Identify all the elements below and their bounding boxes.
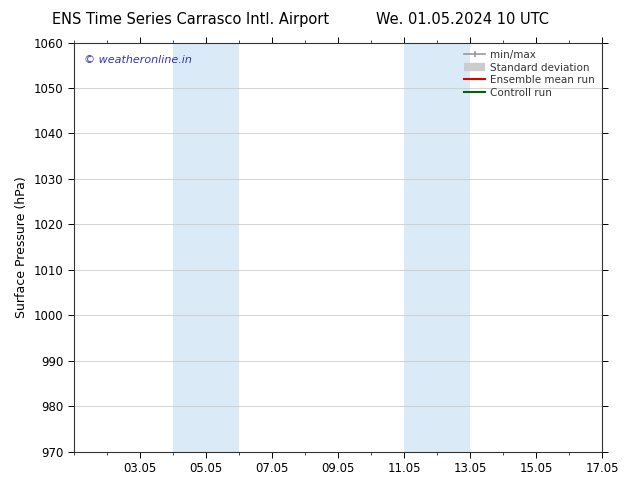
Text: We. 01.05.2024 10 UTC: We. 01.05.2024 10 UTC <box>377 12 549 27</box>
Y-axis label: Surface Pressure (hPa): Surface Pressure (hPa) <box>15 176 28 318</box>
Text: © weatheronline.in: © weatheronline.in <box>84 55 192 65</box>
Bar <box>404 43 470 452</box>
Title: ENS Time Series Carrasco Intl. Airport      We. 01.05.2024 10 UTC: ENS Time Series Carrasco Intl. Airport W… <box>0 489 1 490</box>
Text: ENS Time Series Carrasco Intl. Airport: ENS Time Series Carrasco Intl. Airport <box>51 12 329 27</box>
Legend: min/max, Standard deviation, Ensemble mean run, Controll run: min/max, Standard deviation, Ensemble me… <box>462 48 597 100</box>
Bar <box>173 43 239 452</box>
